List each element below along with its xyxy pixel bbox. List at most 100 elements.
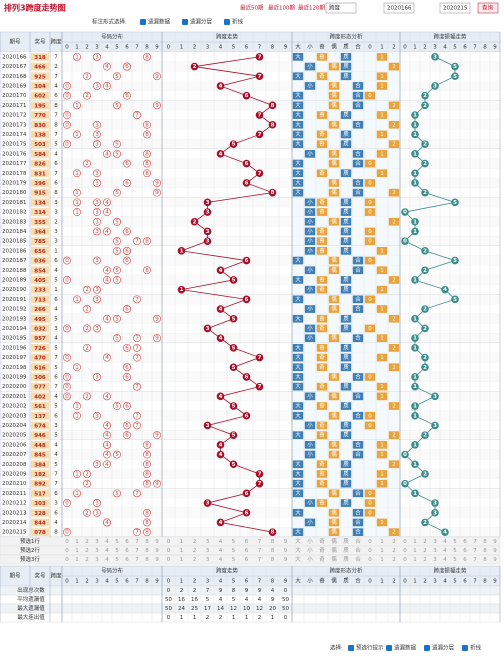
preselect-cell[interactable]: 9 [284,548,288,554]
preselect-cell[interactable]: 0 [403,557,407,563]
preselect-cell[interactable]: 8 [483,548,487,554]
link[interactable]: 最近50期 [240,4,264,12]
preselect-cell[interactable]: 5 [115,548,119,554]
preselect-cell[interactable]: 1 [413,548,417,554]
preselect-cell[interactable]: 小 [307,546,313,554]
preselect-cell[interactable]: 6 [245,557,249,563]
preselect-cell[interactable]: 7 [135,557,139,563]
preselect-cell[interactable]: 质 [343,546,349,554]
preselect-cell[interactable]: 3 [206,539,210,545]
preselect-cell[interactable]: 4 [443,539,447,545]
preselect-cell[interactable]: 7 [258,539,262,545]
preselect-cell[interactable]: 偶 [331,537,337,545]
preselect-cell[interactable]: 合 [355,555,361,563]
preselect-cell[interactable]: 2 [85,548,89,554]
preselect-cell[interactable]: 0 [65,539,69,545]
preselect-cell[interactable]: 4 [443,557,447,563]
select-box[interactable] [325,2,357,14]
preselect-cell[interactable]: 奇 [319,537,325,545]
preselect-cell[interactable]: 1 [413,557,417,563]
preselect-cell[interactable]: 7 [135,548,139,554]
preselect-cell[interactable]: 8 [145,557,149,563]
preselect-cell[interactable]: 2 [85,539,89,545]
preselect-cell[interactable]: 4 [219,548,223,554]
preselect-cell[interactable]: 2 [392,557,396,563]
preselect-cell[interactable]: 7 [135,539,139,545]
date-from[interactable] [383,2,415,14]
preselect-cell[interactable]: 0 [65,557,69,563]
preselect-cell[interactable]: 3 [95,557,99,563]
link[interactable]: 最近120期 [298,4,325,12]
preselect-cell[interactable]: 1 [180,557,184,563]
preselect-cell[interactable]: 7 [473,548,477,554]
preselect-cell[interactable]: 1 [380,548,384,554]
preselect-cell[interactable]: 0 [368,557,372,563]
preselect-cell[interactable]: 0 [167,548,171,554]
preselect-cell[interactable]: 8 [271,539,275,545]
preselect-cell[interactable]: 9 [155,539,159,545]
preselect-cell[interactable]: 9 [284,557,288,563]
preselect-cell[interactable]: 小 [307,555,313,563]
preselect-cell[interactable]: 1 [75,557,79,563]
preselect-cell[interactable]: 2 [392,539,396,545]
preselect-cell[interactable]: 9 [155,557,159,563]
preselect-cell[interactable]: 9 [493,557,497,563]
preselect-cell[interactable]: 8 [483,557,487,563]
preselect-cell[interactable]: 1 [75,539,79,545]
preselect-cell[interactable]: 3 [95,539,99,545]
checkbox[interactable] [224,19,230,25]
preselect-cell[interactable]: 5 [232,557,236,563]
preselect-cell[interactable]: 6 [463,557,467,563]
preselect-cell[interactable]: 2 [193,557,197,563]
footer-checkbox[interactable] [348,645,354,651]
preselect-cell[interactable]: 3 [95,548,99,554]
preselect-cell[interactable]: 大 [295,555,301,563]
preselect-cell[interactable]: 3 [433,548,437,554]
preselect-cell[interactable]: 4 [219,557,223,563]
preselect-cell[interactable]: 1 [75,548,79,554]
preselect-cell[interactable]: 4 [105,539,109,545]
checkbox[interactable] [140,19,146,25]
preselect-cell[interactable]: 3 [206,548,210,554]
preselect-cell[interactable]: 3 [206,557,210,563]
preselect-cell[interactable]: 0 [403,548,407,554]
preselect-cell[interactable]: 5 [453,539,457,545]
preselect-cell[interactable]: 8 [483,539,487,545]
preselect-cell[interactable]: 5 [115,539,119,545]
preselect-cell[interactable]: 0 [167,557,171,563]
preselect-cell[interactable]: 1 [413,539,417,545]
preselect-cell[interactable]: 合 [355,546,361,554]
preselect-cell[interactable]: 7 [258,548,262,554]
preselect-cell[interactable]: 8 [145,548,149,554]
preselect-cell[interactable]: 3 [433,539,437,545]
preselect-cell[interactable]: 大 [295,546,301,554]
preselect-cell[interactable]: 8 [271,557,275,563]
preselect-cell[interactable]: 2 [85,557,89,563]
preselect-cell[interactable]: 2 [193,548,197,554]
preselect-cell[interactable]: 0 [368,548,372,554]
preselect-cell[interactable]: 5 [453,557,457,563]
preselect-cell[interactable]: 5 [453,548,457,554]
preselect-cell[interactable]: 8 [145,539,149,545]
preselect-cell[interactable]: 1 [180,539,184,545]
preselect-cell[interactable]: 4 [105,548,109,554]
preselect-cell[interactable]: 6 [463,548,467,554]
query-button[interactable] [477,2,499,14]
preselect-cell[interactable]: 5 [115,557,119,563]
preselect-cell[interactable]: 0 [65,548,69,554]
link[interactable]: 最近100期 [268,4,295,12]
footer-checkbox[interactable] [386,645,392,651]
preselect-cell[interactable]: 大 [295,537,301,545]
preselect-cell[interactable]: 2 [423,548,427,554]
preselect-cell[interactable]: 7 [473,557,477,563]
preselect-cell[interactable]: 偶 [331,546,337,554]
preselect-cell[interactable]: 1 [380,539,384,545]
preselect-cell[interactable]: 1 [380,557,384,563]
preselect-cell[interactable]: 5 [232,548,236,554]
preselect-cell[interactable]: 2 [423,557,427,563]
preselect-cell[interactable]: 2 [392,548,396,554]
preselect-cell[interactable]: 质 [343,555,349,563]
preselect-cell[interactable]: 0 [368,539,372,545]
preselect-cell[interactable]: 小 [307,537,313,545]
preselect-cell[interactable]: 6 [125,557,129,563]
